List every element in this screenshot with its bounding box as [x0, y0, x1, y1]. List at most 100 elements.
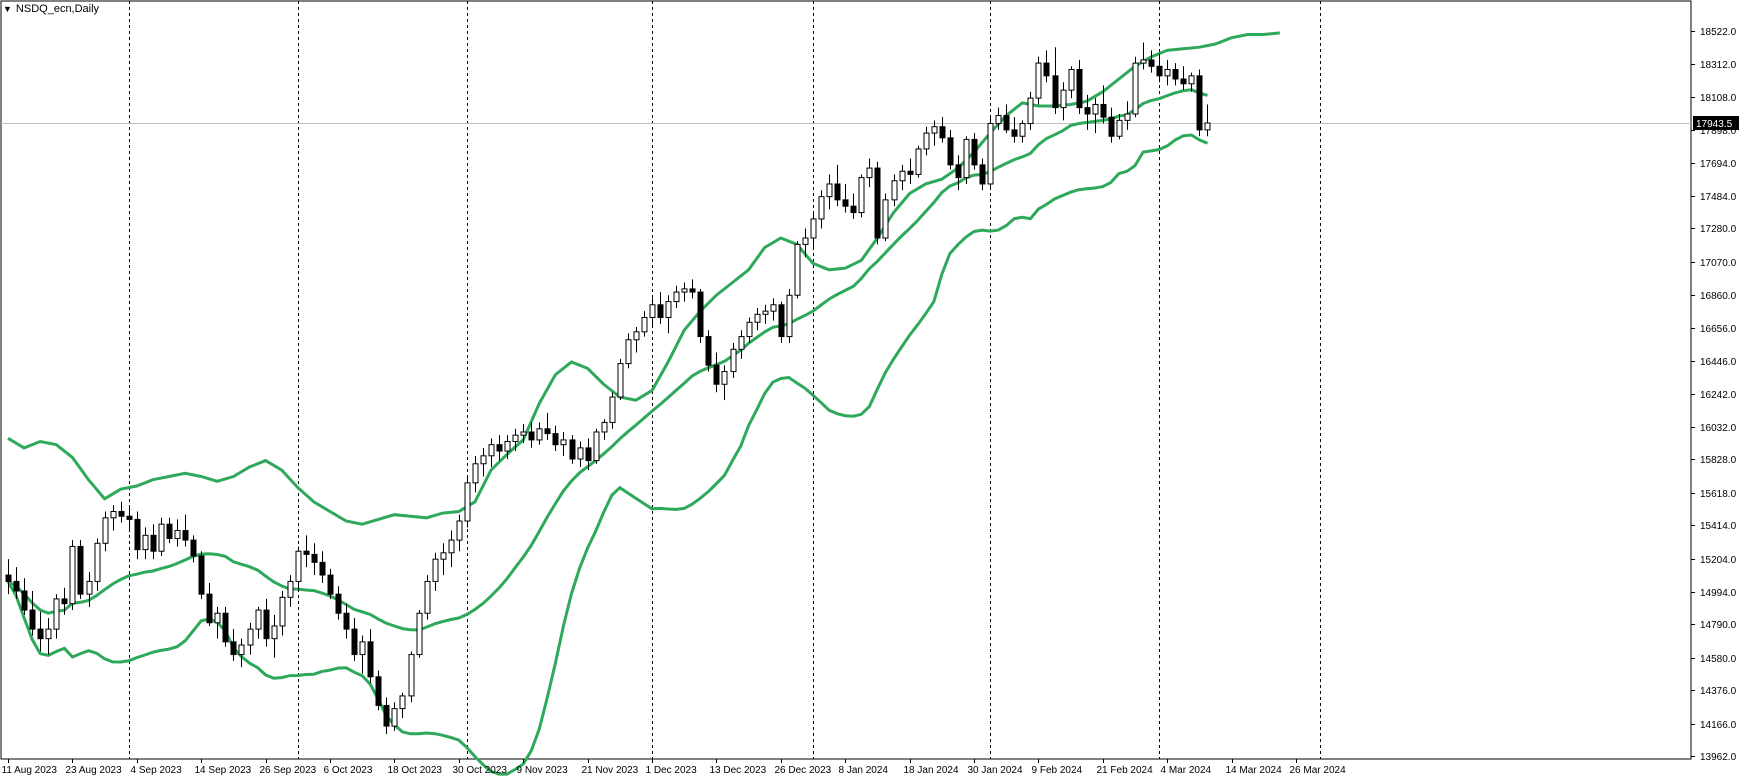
candle: [399, 692, 406, 719]
candle: [504, 435, 511, 460]
candle-body: [1188, 75, 1195, 85]
candle-body: [544, 428, 551, 435]
candle-body: [1035, 62, 1042, 99]
candle: [118, 501, 125, 523]
candle: [874, 161, 881, 245]
candle: [818, 190, 825, 229]
y-tick-label: 15414.0: [1700, 521, 1737, 532]
candle-body: [1204, 122, 1211, 131]
candle-body: [1196, 75, 1203, 131]
candle: [142, 527, 149, 560]
x-tick-label: 9 Nov 2023: [517, 765, 569, 776]
candle: [383, 697, 390, 735]
candle-body: [713, 364, 720, 385]
candle: [94, 538, 101, 591]
candle-body: [1052, 75, 1059, 109]
x-tick-label: 18 Jan 2024: [904, 765, 959, 776]
candle: [1060, 82, 1067, 121]
candle-body: [802, 237, 809, 245]
candle-body: [1043, 62, 1050, 77]
candle-body: [770, 304, 777, 312]
candle: [585, 438, 592, 471]
candle: [488, 438, 495, 467]
x-tick-label: 26 Sep 2023: [260, 765, 317, 776]
candle-body: [681, 288, 688, 293]
y-tick-label: 16242.0: [1700, 390, 1737, 401]
candle: [53, 594, 60, 639]
x-tick-label: 30 Jan 2024: [968, 765, 1023, 776]
candle-body: [850, 205, 857, 214]
candle-body: [842, 199, 849, 207]
candle-body: [995, 115, 1002, 125]
candle-body: [1172, 68, 1179, 80]
candle-body: [279, 596, 286, 627]
y-tick-label: 18312.0: [1700, 60, 1737, 71]
candle-body: [697, 291, 704, 338]
candle: [263, 598, 270, 647]
candle-body: [29, 609, 36, 630]
candle: [923, 126, 930, 156]
candle: [214, 606, 221, 639]
candle: [633, 327, 640, 353]
candle-body: [391, 708, 398, 727]
candle: [625, 333, 632, 369]
y-tick-label: 17280.0: [1700, 224, 1737, 235]
candle: [1172, 63, 1179, 86]
candle: [182, 514, 189, 547]
candle-body: [1092, 103, 1099, 115]
candle: [689, 279, 696, 299]
candle-body: [166, 523, 173, 540]
candle-body: [295, 550, 302, 582]
candle-body: [569, 439, 576, 460]
candle: [834, 164, 841, 207]
x-tick-label: 4 Mar 2024: [1161, 765, 1212, 776]
candle-body: [496, 444, 503, 452]
candle: [1052, 47, 1059, 114]
candle: [45, 617, 52, 655]
candle-body: [891, 180, 898, 201]
candle: [850, 193, 857, 219]
candle: [206, 583, 213, 626]
candle-body: [947, 137, 954, 166]
candle-body: [432, 558, 439, 582]
x-tick-label: 4 Sep 2023: [131, 765, 183, 776]
x-tick-label: 13 Dec 2023: [710, 765, 767, 776]
candle-body: [794, 243, 801, 296]
candle-body: [560, 439, 567, 446]
candle-body: [577, 447, 584, 460]
candle-body: [319, 561, 326, 576]
candle: [86, 571, 93, 607]
candle: [408, 651, 415, 703]
candle: [61, 587, 68, 615]
candle: [939, 117, 946, 143]
candle: [1100, 85, 1107, 124]
candle: [649, 298, 656, 328]
candle-body: [585, 447, 592, 462]
candle-body: [633, 331, 640, 341]
x-tick-label: 14 Mar 2024: [1226, 765, 1283, 776]
candle-body: [552, 433, 559, 446]
candle-body: [174, 530, 181, 539]
candle: [617, 358, 624, 401]
candle-body: [746, 321, 753, 338]
candle-body: [705, 336, 712, 366]
y-tick-label: 17484.0: [1700, 192, 1737, 203]
candle-body: [625, 339, 632, 365]
candle: [1068, 66, 1075, 99]
candle-body: [206, 593, 213, 624]
candle: [1140, 42, 1147, 70]
y-tick-label: 16446.0: [1700, 357, 1737, 368]
candle: [601, 419, 608, 440]
candle-body: [335, 593, 342, 614]
candle: [391, 702, 398, 731]
plot-frame: [0, 0, 1692, 760]
candle: [915, 145, 922, 178]
candle-body: [1027, 97, 1034, 125]
candle-body: [351, 628, 358, 656]
dropdown-caret-icon[interactable]: ▼: [3, 4, 12, 14]
candle-body: [1180, 78, 1187, 85]
candle-body: [1068, 68, 1075, 91]
candle: [37, 611, 44, 652]
